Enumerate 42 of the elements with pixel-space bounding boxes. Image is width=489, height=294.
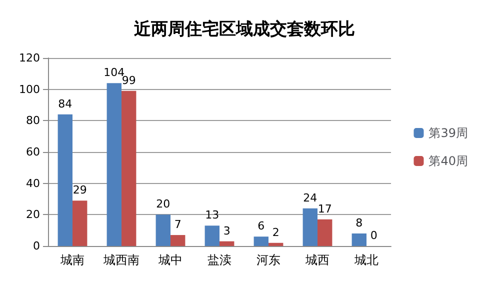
x-tick-label: 城中 — [158, 253, 182, 267]
y-tick-label: 40 — [26, 176, 40, 190]
data-label: 24 — [303, 191, 318, 204]
x-tick-label: 城北 — [354, 253, 378, 267]
data-label: 13 — [205, 208, 220, 222]
bar — [318, 219, 332, 246]
y-tick-label: 0 — [33, 240, 40, 252]
bar — [122, 90, 136, 246]
legend-label: 第39周 — [428, 126, 468, 140]
x-tick-label: 城西南 — [102, 253, 140, 267]
data-label: 6 — [258, 220, 265, 233]
data-label: 3 — [223, 224, 230, 238]
bar — [220, 241, 234, 246]
y-tick-label: 80 — [26, 114, 40, 128]
bar — [352, 233, 366, 246]
data-label: 8 — [356, 216, 363, 230]
y-tick-label: 60 — [26, 146, 40, 158]
data-label: 20 — [156, 198, 170, 211]
legend-label: 第40周 — [428, 154, 468, 168]
data-label: 2 — [272, 226, 280, 239]
bar — [302, 208, 318, 246]
data-label: 17 — [318, 202, 332, 216]
data-label: 29 — [72, 184, 87, 197]
bar — [72, 200, 88, 246]
bar — [58, 114, 72, 246]
bar — [156, 214, 170, 246]
bar — [268, 242, 284, 246]
data-label: 0 — [370, 229, 378, 242]
y-tick-label: 100 — [19, 82, 40, 96]
x-tick-label: 城南 — [60, 253, 84, 267]
x-tick-label: 盐渎 — [208, 253, 232, 267]
y-tick-label: 120 — [19, 52, 40, 64]
bar — [170, 235, 186, 246]
chart-title: 近两周住宅区域成交套数环比 — [133, 20, 355, 40]
bar — [204, 226, 220, 246]
bar — [106, 83, 122, 246]
x-tick-label: 城西 — [304, 253, 330, 267]
data-label: 7 — [174, 218, 182, 232]
y-tick-label: 20 — [26, 208, 40, 222]
x-tick-label: 河东 — [256, 253, 280, 267]
bar — [254, 236, 268, 246]
data-label: 84 — [58, 97, 72, 110]
